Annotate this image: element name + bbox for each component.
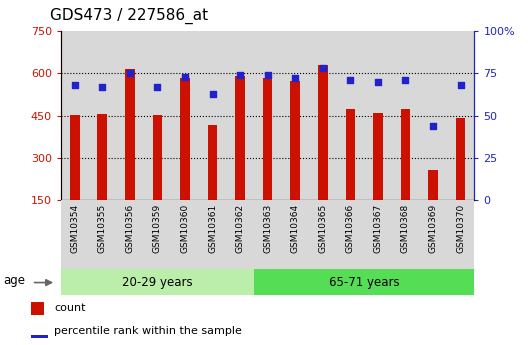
Point [291, 76, 299, 81]
Text: GSM10361: GSM10361 [208, 204, 217, 253]
Point [70, 82, 79, 88]
Bar [346, 109, 355, 200]
Point [153, 84, 162, 90]
Point [181, 74, 189, 79]
Bar [401, 109, 410, 200]
Text: age: age [3, 274, 25, 287]
Text: GSM10370: GSM10370 [456, 204, 465, 253]
Text: GSM10369: GSM10369 [429, 204, 437, 253]
Bar [61, 269, 254, 295]
Text: GSM10355: GSM10355 [98, 204, 107, 253]
Bar [31, 302, 44, 315]
Point [374, 79, 382, 85]
Bar [208, 125, 217, 200]
Bar [235, 76, 245, 200]
Text: GDS473 / 227586_at: GDS473 / 227586_at [50, 8, 208, 24]
Bar [318, 65, 328, 200]
Text: GSM10356: GSM10356 [126, 204, 134, 253]
Bar [456, 118, 465, 200]
Text: percentile rank within the sample: percentile rank within the sample [54, 326, 242, 336]
Text: GSM10362: GSM10362 [236, 204, 244, 253]
Text: GSM10363: GSM10363 [263, 204, 272, 253]
Bar [263, 78, 272, 200]
Text: GSM10364: GSM10364 [291, 204, 299, 253]
Text: 20-29 years: 20-29 years [122, 276, 193, 288]
Bar [428, 170, 438, 200]
Bar [125, 69, 135, 200]
Bar [290, 81, 300, 200]
Point [346, 77, 355, 83]
Text: GSM10366: GSM10366 [346, 204, 355, 253]
Bar [31, 335, 48, 338]
Bar [180, 78, 190, 200]
Bar [254, 269, 474, 295]
Text: GSM10367: GSM10367 [374, 204, 382, 253]
Point [456, 82, 465, 88]
Bar [70, 115, 80, 200]
Point [429, 123, 437, 128]
Point [126, 71, 134, 76]
Text: GSM10365: GSM10365 [319, 204, 327, 253]
Bar [153, 115, 162, 200]
Point [208, 91, 217, 96]
Point [98, 84, 107, 90]
Bar [98, 114, 107, 200]
Point [401, 77, 410, 83]
Point [236, 72, 244, 78]
Text: GSM10359: GSM10359 [153, 204, 162, 253]
Bar [373, 113, 383, 200]
Bar [61, 200, 474, 269]
Point [319, 66, 327, 71]
Text: GSM10354: GSM10354 [70, 204, 79, 253]
Text: count: count [54, 304, 86, 314]
Text: GSM10360: GSM10360 [181, 204, 189, 253]
Text: GSM10368: GSM10368 [401, 204, 410, 253]
Text: 65-71 years: 65-71 years [329, 276, 400, 288]
Point [263, 72, 272, 78]
